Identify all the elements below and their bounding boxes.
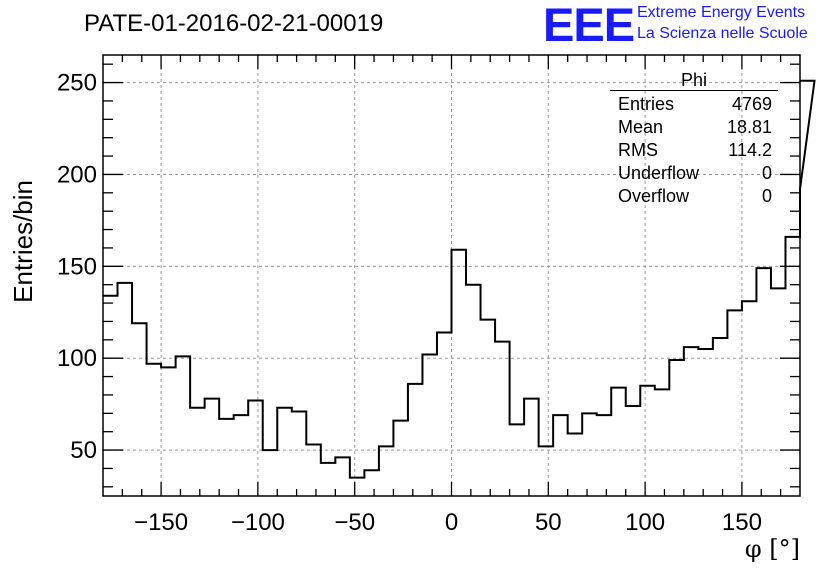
y-axis-label: Entries/bin <box>8 180 38 303</box>
logo-line-1: Extreme Energy Events <box>637 4 806 21</box>
stats-row: Overflow 0 <box>610 185 778 208</box>
y-tick-label: 50 <box>70 437 97 464</box>
histogram-step-line <box>103 79 816 479</box>
stats-value: 114.2 <box>728 140 772 160</box>
x-tick-label: 100 <box>625 509 665 536</box>
stats-value: 0 <box>761 186 772 206</box>
x-tick-label: 150 <box>722 509 762 536</box>
stats-title: Phi <box>610 70 778 91</box>
x-tick-label: 50 <box>535 509 562 536</box>
axis-ticks <box>103 55 800 496</box>
stats-label: Overflow <box>618 186 690 206</box>
stats-row: Mean 18.81 <box>610 116 778 139</box>
stats-label: Entries <box>618 94 675 114</box>
stats-box: Phi Entries 4769 Mean 18.81 RMS 114.2 Underflo… <box>610 70 778 208</box>
stats-value: 18.81 <box>726 117 772 137</box>
y-tick-label: 250 <box>57 70 97 97</box>
stats-value: 0 <box>761 163 772 183</box>
x-tick-label: 0 <box>445 509 458 536</box>
stats-label: Mean <box>618 117 664 137</box>
y-tick-label: 200 <box>57 161 97 188</box>
x-axis-label: φ [°] <box>745 535 800 563</box>
stats-rows: Entries 4769 Mean 18.81 RMS 114.2 Underflow 0 Ov… <box>610 93 778 208</box>
histogram-title: PATE-01-2016-02-21-00019 <box>84 10 384 37</box>
stats-label: RMS <box>618 140 658 160</box>
tick-labels: −150 −100 −50 0 50 100 150 50 100 150 200 250 <box>57 70 762 536</box>
logo-line-2: La Scienza nelle Scuole <box>637 25 808 42</box>
stats-row: RMS 114.2 <box>610 139 778 162</box>
x-tick-label: −100 <box>231 509 285 536</box>
eee-logo: EEE <box>543 0 635 51</box>
plot-frame <box>102 54 801 497</box>
stats-label: Underflow <box>618 163 700 183</box>
x-tick-label: −50 <box>334 509 375 536</box>
x-tick-label: −150 <box>134 509 188 536</box>
stats-row: Underflow 0 <box>610 162 778 185</box>
y-tick-label: 150 <box>57 253 97 280</box>
stats-row: Entries 4769 <box>610 93 778 116</box>
stats-value: 4769 <box>731 94 772 114</box>
y-tick-label: 100 <box>57 345 97 372</box>
